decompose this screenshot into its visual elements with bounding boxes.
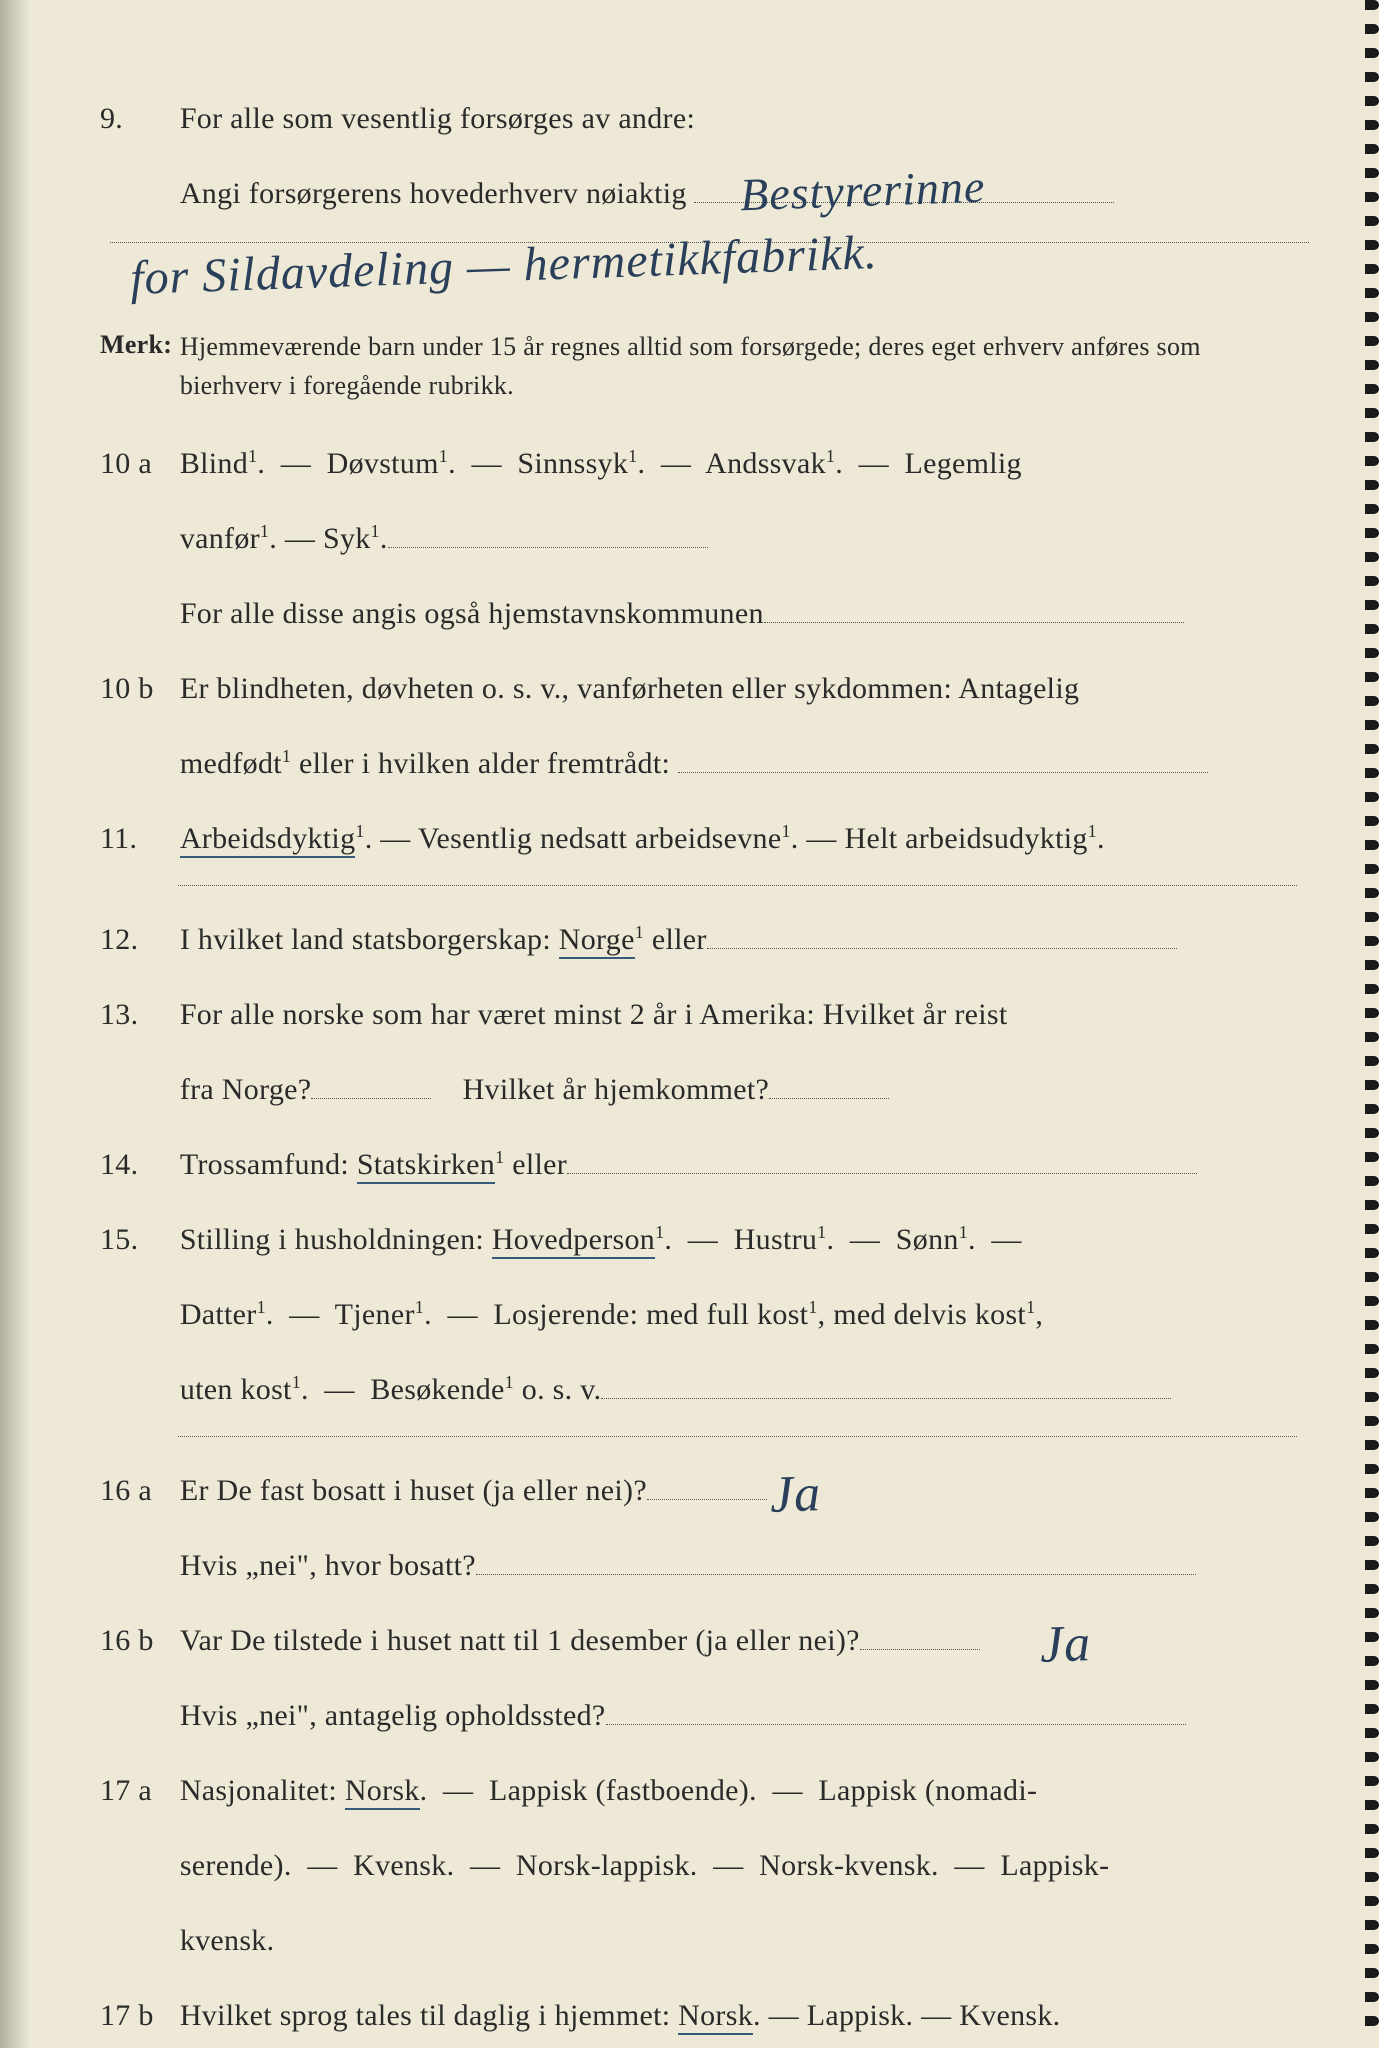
q11-opt-0: Arbeidsdyktig (180, 822, 356, 858)
q17a-opt-3: Kvensk (353, 1849, 446, 1882)
q11-opt-2: Helt arbeidsudyktig1. (844, 822, 1104, 855)
q10a-line1: 10 a Blind1. — Døvstum1. — Sinnssyk1. — … (100, 435, 1309, 492)
q17b-opt-0: Norsk (678, 1999, 753, 2035)
q9-text2: Angi forsørgerens hovederhverv nøiaktig (180, 177, 687, 210)
q17a-opt-1: Lappisk (fastboende) (489, 1774, 749, 1807)
q10a-opt-3: Andssvak1. (705, 447, 843, 480)
q16b-num: 16 b (100, 1612, 172, 1669)
q15-opt-3: Datter1. (180, 1298, 274, 1331)
q9-line3: for Sildavdeling — hermetikkfabrikk. (100, 240, 1309, 297)
q16b-line2: Hvis „nei", antagelig opholdssted? (100, 1687, 1309, 1744)
q15-line2: Datter1. — Tjener1. — Losjerende: med fu… (100, 1286, 1309, 1343)
q13-line2: fra Norge? Hvilket år hjemkommet? (100, 1061, 1309, 1118)
q15-los1: Losjerende: med full kost1 (493, 1298, 817, 1331)
q11-opt-1: Vesentlig nedsatt arbeidsevne1. (418, 822, 799, 855)
q14-line: 14. Trossamfund: Statskirken1 eller (100, 1136, 1309, 1193)
q17a-line1: 17 a Nasjonalitet: Norsk. — Lappisk (fas… (100, 1762, 1309, 1819)
q10a-line3: For alle disse angis også hjemstavnskomm… (100, 585, 1309, 642)
q17a-line3: kvensk. (100, 1912, 1309, 1969)
q15-num: 15. (100, 1211, 172, 1268)
q17a-opt-4: Norsk-lappisk (516, 1849, 690, 1882)
q13-num: 13. (100, 986, 172, 1043)
q11-line: 11. Arbeidsdyktig1. — Vesentlig nedsatt … (100, 810, 1309, 867)
q9-text1: For alle som vesentlig forsørges av andr… (180, 90, 1309, 147)
q15-opt-4: Tjener1. (335, 1298, 432, 1331)
section-rule-1 (178, 885, 1297, 886)
q17b-opt-1: Lappisk (807, 1999, 906, 2032)
perforated-edge: (function(){ var p = document.currentScr… (1365, 0, 1379, 2048)
q11-num: 11. (100, 810, 172, 867)
q16a-line2: Hvis „nei", hvor bosatt? (100, 1537, 1309, 1594)
q16a-num: 16 a (100, 1462, 172, 1519)
q9-line1: 9. For alle som vesentlig forsørges av a… (100, 90, 1309, 147)
q10a-opt-4b: vanfør1. (180, 522, 277, 555)
q15-opt-2: Sønn1. (896, 1223, 976, 1256)
q17a-opt-0: Norsk (345, 1774, 420, 1810)
q16b-line1: 16 b Var De tilstede i huset natt til 1 … (100, 1612, 1309, 1669)
q17a-opt-5: Norsk-kvensk (759, 1849, 931, 1882)
q12-line: 12. I hvilket land statsborgerskap: Norg… (100, 911, 1309, 968)
q10b-line2: medfødt1 eller i hvilken alder fremtrådt… (100, 735, 1309, 792)
q13-text1: For alle norske som har været minst 2 år… (180, 986, 1309, 1043)
merk-block: Merk: Hjemmeværende barn under 15 år reg… (100, 327, 1309, 405)
q13-line1: 13. For alle norske som har været minst … (100, 986, 1309, 1043)
q17a-line2: serende). — Kvensk. — Norsk-lappisk. — N… (100, 1837, 1309, 1894)
q15-line1: 15. Stilling i husholdningen: Hovedperso… (100, 1211, 1309, 1268)
q10a-text2: For alle disse angis også hjemstavnskomm… (180, 597, 764, 630)
q10a-opt-0: Blind1. (180, 447, 265, 480)
merk-label: Merk: (100, 327, 172, 363)
q14-opt: Statskirken (357, 1148, 495, 1184)
q15-opt-0: Hovedperson (492, 1223, 655, 1259)
q16b-ans: Ja (1038, 1595, 1093, 1696)
q10a-opt-5: Syk1. (323, 522, 388, 555)
q15-line3: uten kost1. — Besøkende1 o. s. v. (100, 1361, 1309, 1418)
q10b-line1: 10 b Er blindheten, døvheten o. s. v., v… (100, 660, 1309, 717)
q10b-text1: Er blindheten, døvheten o. s. v., vanfør… (180, 660, 1309, 717)
q16a-ans: Ja (768, 1445, 823, 1546)
q17b-opt-2: Kvensk (959, 1999, 1052, 2032)
q10a-opt-2: Sinnssyk1. (517, 447, 645, 480)
q10a-line2: vanfør1. — Syk1. (100, 510, 1309, 567)
section-rule-2 (178, 1436, 1297, 1437)
q17b-line: 17 b Hvilket sprog tales til daglig i hj… (100, 1987, 1309, 2044)
q10b-num: 10 b (100, 660, 172, 717)
q14-num: 14. (100, 1136, 172, 1193)
q10a-opt-1: Døvstum1. (327, 447, 456, 480)
q15-opt-1: Hustru1. (734, 1223, 835, 1256)
q16a-line1: 16 a Er De fast bosatt i huset (ja eller… (100, 1462, 1309, 1519)
q9-handwritten2: for Sildavdeling — hermetikkfabrikk. (129, 207, 880, 324)
q9-num: 9. (100, 90, 172, 147)
q12-opt: Norge (559, 923, 635, 959)
q12-num: 12. (100, 911, 172, 968)
form-page: 9. For alle som vesentlig forsørges av a… (0, 0, 1379, 2048)
merk-text: Hjemmeværende barn under 15 år regnes al… (180, 327, 1309, 405)
q10a-num: 10 a (100, 435, 172, 492)
q17a-num: 17 a (100, 1762, 172, 1819)
q10a-opt-4a: Legemlig (905, 447, 1022, 480)
q17b-num: 17 b (100, 1987, 172, 2044)
